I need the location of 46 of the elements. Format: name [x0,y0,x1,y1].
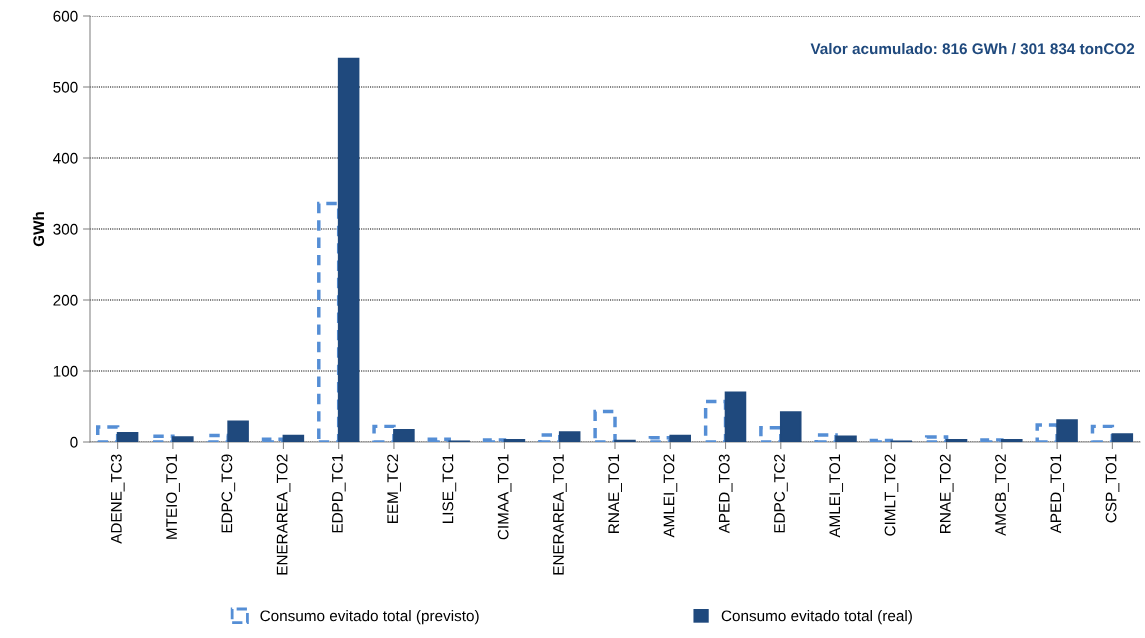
bar [724,391,747,442]
x-tick-label: APED_TO1 [1050,454,1065,534]
bar [945,439,968,442]
x-tick-label: CIMLT_TO2 [884,454,899,536]
y-tick-label: 400 [53,152,78,164]
bar [227,420,249,442]
bar [172,436,194,442]
y-tick-label: 600 [53,10,78,22]
x-tick-label: ENERAREA_TO2 [276,454,291,575]
x-tick-label: EDPD_TC1 [331,454,346,533]
x-tick-label: CIMAA_TO1 [497,454,512,540]
x-tick-label: MTEIO_TO1 [166,454,180,539]
y-tick-label: 0 [70,436,78,448]
legend-label: Consumo evitado total (real) [721,610,912,625]
x-tick-label: APED_TO3 [718,454,733,534]
x-tick-label: EDPC_TC9 [221,454,236,533]
bar [1111,433,1134,442]
x-tick-label: ADENE_TC3 [110,454,125,544]
bar [1001,439,1023,442]
x-tick-label: AMLEI_TO2 [663,454,678,538]
bar [779,411,802,442]
bar [116,431,139,442]
bar [835,435,857,442]
x-tick-label: EEM_TC2 [387,454,401,524]
bar [558,431,581,442]
x-tick-label: RNAE_TO1 [608,454,622,533]
x-tick-label: AMLEI_TO1 [829,454,844,538]
y-axis-title: GWh [32,212,45,247]
x-tick-label: CSP_TO1 [1105,454,1120,523]
bar [669,434,691,442]
x-tick-label: RNAE_TO2 [939,454,954,533]
bar [503,439,526,442]
legend-label: Consumo evitado total (previsto) [260,610,479,625]
bar [1056,419,1078,442]
x-tick-label: EDPC_TC2 [774,454,788,533]
annotation: Valor acumulado: 816 GWh / 301 834 tonCO2 [810,42,1135,55]
y-tick-label: 300 [53,223,78,235]
y-tick-label: 500 [53,81,78,93]
x-tick-label: ENERAREA_TO1 [553,454,567,575]
bar [282,434,305,442]
y-tick-label: 100 [53,365,78,377]
bar [337,57,360,442]
x-tick-label: AMCB_TO2 [995,454,1009,536]
bar [393,429,415,442]
y-tick-label: 200 [53,294,78,306]
x-tick-label: LISE_TC1 [442,454,457,524]
